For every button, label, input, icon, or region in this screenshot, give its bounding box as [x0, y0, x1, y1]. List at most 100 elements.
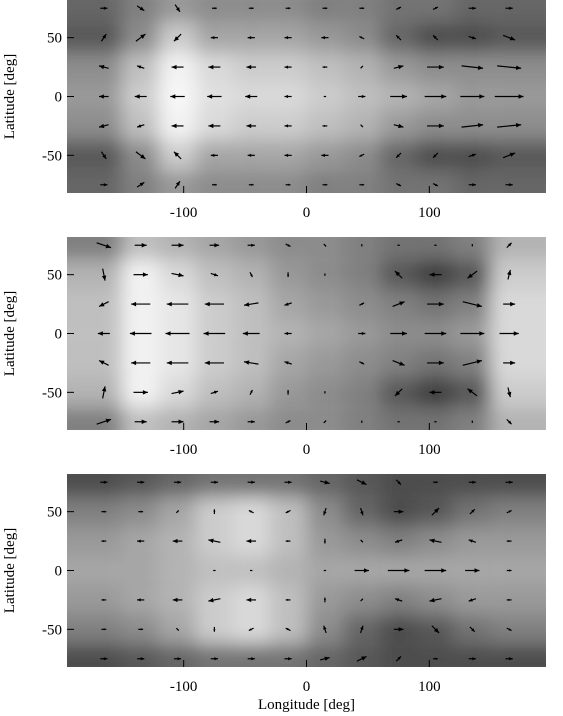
arrow — [394, 270, 403, 279]
arrow — [323, 507, 327, 516]
arrow-head — [285, 539, 289, 543]
arrow-head — [170, 94, 176, 99]
arrow-head — [251, 657, 255, 661]
arrow — [131, 301, 151, 307]
shade-cell — [306, 0, 344, 23]
arrow-head — [178, 419, 184, 425]
arrow — [246, 64, 257, 70]
arrow — [247, 420, 255, 424]
arrow — [461, 123, 484, 128]
y-tick-label: 50 — [47, 505, 62, 521]
arrow-head — [435, 481, 438, 484]
arrow-head — [208, 64, 214, 70]
arrow-head — [324, 183, 328, 186]
shade-cell — [122, 237, 160, 260]
arrow — [471, 420, 473, 423]
arrow — [134, 94, 147, 99]
arrow-head — [176, 628, 179, 631]
y-tick-label: 0 — [55, 564, 63, 580]
arrow-head — [323, 95, 325, 98]
shade-cell — [306, 348, 344, 378]
arrow-head — [178, 272, 184, 278]
arrow-head — [251, 480, 255, 484]
arrow-head — [103, 183, 108, 187]
arrow-head — [251, 420, 255, 424]
arrow-head — [131, 301, 137, 307]
arrow — [211, 183, 217, 186]
shade-cell — [195, 170, 233, 193]
shade-cell — [67, 111, 123, 141]
arrow — [390, 331, 408, 336]
arrow-head — [129, 331, 135, 336]
arrow-head — [103, 480, 108, 484]
arrow-head — [208, 123, 214, 129]
arrow-head — [288, 480, 292, 484]
shade-cell — [195, 237, 233, 260]
shade-cell — [269, 170, 307, 193]
arrow-head — [434, 244, 436, 246]
shade-cell — [269, 644, 307, 667]
arrow-head — [141, 242, 147, 248]
arrow — [243, 302, 259, 307]
arrow-head — [472, 480, 476, 484]
arrow — [505, 6, 513, 10]
shade-cell — [490, 496, 546, 527]
y-tick-label: 0 — [55, 90, 63, 106]
x-axis-label: Longitude [deg] — [258, 697, 355, 713]
arrow — [137, 598, 145, 602]
arrow-head — [434, 421, 436, 423]
arrow-head — [173, 151, 180, 157]
arrow-head — [404, 568, 410, 573]
shade-cell — [380, 0, 418, 23]
shade-cell — [306, 644, 344, 667]
shade-cell — [67, 526, 123, 556]
arrow — [134, 419, 147, 425]
shade-cell — [453, 170, 491, 193]
arrow — [136, 124, 145, 128]
arrow-head — [395, 598, 400, 602]
shade-cell — [490, 555, 546, 586]
arrow — [204, 301, 224, 307]
arrow — [395, 34, 402, 41]
arrow — [322, 65, 328, 69]
arrow — [135, 151, 146, 160]
arrow-head — [141, 419, 147, 425]
y-tick-label: -50 — [42, 148, 62, 164]
arrow-head — [429, 272, 435, 277]
arrow — [171, 389, 184, 395]
arrow — [100, 183, 108, 187]
arrow-head — [242, 331, 248, 336]
arrow-head — [324, 274, 326, 276]
arrow-head — [361, 331, 366, 336]
arrow-head — [471, 421, 473, 423]
arrow — [138, 510, 144, 513]
arrow — [285, 598, 291, 602]
arrow — [432, 183, 439, 187]
arrow-head — [213, 569, 215, 572]
shade-cell — [232, 474, 270, 497]
shade-cell — [306, 407, 344, 430]
arrow — [210, 657, 218, 661]
x-tick-label: -100 — [170, 679, 198, 695]
arrow-head — [509, 569, 512, 572]
arrow — [499, 331, 519, 336]
arrow — [502, 34, 516, 41]
arrow — [136, 65, 145, 69]
shade-cell — [269, 237, 307, 260]
arrow-head — [207, 94, 213, 99]
arrow — [506, 242, 512, 249]
arrow — [209, 419, 220, 424]
shade-cell — [67, 289, 123, 319]
arrow — [173, 151, 182, 160]
shade-cell — [306, 237, 344, 260]
arrow — [321, 153, 329, 157]
arrow — [210, 480, 218, 484]
shade-cell — [343, 237, 381, 260]
arrow-head — [359, 154, 363, 157]
arrow-head — [101, 598, 104, 602]
arrow-head — [433, 154, 437, 158]
arrow — [247, 480, 255, 484]
arrow-head — [438, 360, 444, 366]
arrow-head — [175, 181, 180, 186]
arrow — [427, 360, 444, 366]
